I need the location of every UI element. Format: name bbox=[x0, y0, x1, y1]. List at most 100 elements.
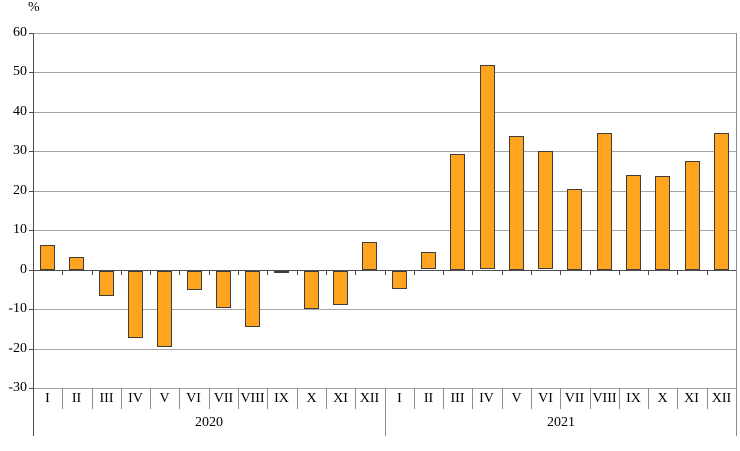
bar-2021-IX bbox=[626, 175, 641, 270]
x-tick-label-2021-VII: VII bbox=[564, 391, 585, 406]
month-separator bbox=[92, 388, 93, 409]
month-separator bbox=[355, 388, 356, 409]
gridline bbox=[33, 309, 736, 310]
bar-2020-VII bbox=[216, 271, 231, 308]
y-axis-tick bbox=[29, 309, 33, 310]
gridline bbox=[33, 72, 736, 73]
x-tick-label-2020-VII: VII bbox=[213, 391, 234, 406]
gridline bbox=[33, 112, 736, 113]
y-axis-tick-label: 0 bbox=[20, 262, 27, 277]
zero-axis-tick bbox=[267, 271, 268, 275]
y-axis-tick-label: -10 bbox=[8, 301, 27, 316]
zero-axis-tick bbox=[62, 271, 63, 275]
x-tick-label-2021-I: I bbox=[397, 391, 402, 406]
zero-axis-tick bbox=[121, 271, 122, 275]
month-separator bbox=[414, 388, 415, 409]
x-year-label-2021: 2021 bbox=[547, 415, 575, 430]
y-axis-tick bbox=[29, 191, 33, 192]
zero-axis-tick bbox=[297, 271, 298, 275]
bar-2021-I bbox=[392, 271, 407, 289]
x-tick-label-2021-XI: XI bbox=[684, 391, 699, 406]
x-tick-label-2020-VIII: VIII bbox=[240, 391, 265, 406]
x-tick-label-2021-III: III bbox=[450, 391, 465, 406]
x-tick-label-2021-XII: XII bbox=[711, 391, 732, 406]
bar-2020-I bbox=[40, 245, 55, 270]
bar-2021-II bbox=[421, 252, 436, 269]
gridline bbox=[33, 349, 736, 350]
plot-area bbox=[29, 33, 736, 389]
x-tick-label-2020-III: III bbox=[99, 391, 114, 406]
month-separator bbox=[707, 388, 708, 409]
x-tick-label-2021-VI: VI bbox=[538, 391, 553, 406]
bar-2020-III bbox=[99, 271, 114, 296]
month-separator bbox=[648, 388, 649, 409]
month-separator bbox=[531, 388, 532, 409]
x-tick-label-2020-VI: VI bbox=[186, 391, 201, 406]
gridline bbox=[33, 388, 736, 389]
y-axis-tick-label: 10 bbox=[13, 222, 27, 237]
bar-2021-VII bbox=[567, 189, 582, 270]
month-separator bbox=[150, 388, 151, 409]
bar-2020-XII bbox=[362, 242, 377, 270]
y-axis-tick bbox=[29, 112, 33, 113]
y-axis-tick-label: 30 bbox=[13, 143, 27, 158]
month-separator bbox=[677, 388, 678, 409]
zero-axis-tick bbox=[707, 271, 708, 275]
zero-axis-tick bbox=[238, 271, 239, 275]
zero-axis-tick bbox=[414, 271, 415, 275]
y-axis-tick bbox=[29, 72, 33, 73]
bar-2020-X bbox=[304, 271, 319, 309]
bar-2021-IV bbox=[480, 65, 495, 269]
gridline bbox=[33, 33, 736, 34]
zero-axis-tick bbox=[326, 271, 327, 275]
x-tick-label-2021-X: X bbox=[657, 391, 668, 406]
bar-2021-X bbox=[655, 176, 670, 270]
x-axis-month-row: I II III IV V VI VII VIII IX X XI XII I II III IV V VI VII… bbox=[33, 388, 736, 410]
bar-2020-XI bbox=[333, 271, 348, 305]
y-axis-tick-label: 60 bbox=[13, 25, 27, 40]
zero-axis-tick bbox=[92, 271, 93, 275]
month-separator bbox=[267, 388, 268, 409]
bar-2020-V bbox=[157, 271, 172, 347]
bar-2021-XI bbox=[685, 161, 700, 270]
month-separator bbox=[502, 388, 503, 409]
bar-2021-III bbox=[450, 154, 465, 270]
zero-axis-tick bbox=[560, 271, 561, 275]
x-tick-label-2021-IV: IV bbox=[479, 391, 494, 406]
month-separator bbox=[619, 388, 620, 409]
x-tick-label-2020-IX: IX bbox=[274, 391, 289, 406]
x-tick-label-2021-IX: IX bbox=[626, 391, 641, 406]
x-tick-label-2020-X: X bbox=[306, 391, 317, 406]
gridline bbox=[33, 151, 736, 152]
zero-axis-tick bbox=[209, 271, 210, 275]
gridline bbox=[33, 230, 736, 231]
y-axis-unit-label: % bbox=[28, 0, 40, 15]
y-axis-tick-label: -30 bbox=[8, 380, 27, 395]
zero-axis-tick bbox=[590, 271, 591, 275]
zero-axis-tick bbox=[355, 271, 356, 275]
month-separator bbox=[590, 388, 591, 409]
month-separator bbox=[472, 388, 473, 409]
plot-right-border bbox=[736, 33, 737, 436]
bar-2021-V bbox=[509, 136, 524, 270]
bar-2020-IV bbox=[128, 271, 143, 338]
month-separator bbox=[238, 388, 239, 409]
x-year-label-2020: 2020 bbox=[195, 415, 223, 430]
bar-2021-VI bbox=[538, 151, 553, 269]
y-axis-tick-label: -20 bbox=[8, 341, 27, 356]
y-axis-tick bbox=[29, 33, 33, 34]
x-tick-label-2020-I: I bbox=[45, 391, 50, 406]
x-axis-year-row: 2020 2021 bbox=[33, 388, 736, 438]
y-axis-tick bbox=[29, 349, 33, 350]
month-separator bbox=[121, 388, 122, 409]
month-separator bbox=[297, 388, 298, 409]
x-tick-label-2020-II: II bbox=[71, 391, 82, 406]
x-tick-label-2020-XII: XII bbox=[359, 391, 380, 406]
month-separator bbox=[326, 388, 327, 409]
y-axis-tick bbox=[29, 270, 33, 271]
zero-axis-tick bbox=[531, 271, 532, 275]
y-axis-tick bbox=[29, 230, 33, 231]
y-axis-tick-label: 40 bbox=[13, 104, 27, 119]
bar-2020-VIII bbox=[245, 271, 260, 327]
